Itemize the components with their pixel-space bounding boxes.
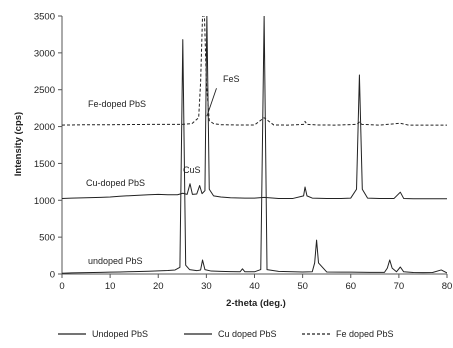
x-tick-label: 50 xyxy=(297,281,308,292)
series-line-undoped xyxy=(62,16,447,274)
legend-label-undoped: Undoped PbS xyxy=(92,329,148,339)
y-tick-label: 2000 xyxy=(34,122,55,133)
y-tick-label: 3500 xyxy=(34,12,55,23)
y-tick-label: 3000 xyxy=(34,48,55,59)
y-axis-title: Intensity (cps) xyxy=(13,112,24,176)
y-tick-label: 0 xyxy=(50,270,55,281)
x-axis-title: 2-theta (deg.) xyxy=(226,298,286,309)
series-label-cu-doped: Cu-doped PbS xyxy=(86,178,145,188)
y-tick-label: 500 xyxy=(39,233,55,244)
series-layer xyxy=(62,16,447,274)
plot-area: 0 500 1000 1500 2000 2500 3000 3500 0 10 20 30 40 50 6… xyxy=(34,12,452,293)
legend: Undoped PbS Cu doped PbS Fe doped PbS xyxy=(58,329,394,339)
x-tick-label: 70 xyxy=(394,281,405,292)
y-tick-label: 1000 xyxy=(34,196,55,207)
series-label-fe-doped: Fe-doped PbS xyxy=(88,99,146,109)
x-tick-label: 80 xyxy=(442,281,453,292)
legend-label-fe-doped: Fe doped PbS xyxy=(336,329,394,339)
x-tick-label: 40 xyxy=(249,281,260,292)
x-tick-label: 0 xyxy=(59,281,64,292)
x-tick-label: 60 xyxy=(345,281,356,292)
series-label-undoped: undoped PbS xyxy=(88,256,143,266)
annotation-fes: FeS xyxy=(223,74,240,84)
x-tick-label: 10 xyxy=(105,281,116,292)
x-tick-label: 20 xyxy=(153,281,164,292)
x-tick-label: 30 xyxy=(201,281,212,292)
legend-label-cu-doped: Cu doped PbS xyxy=(218,329,277,339)
annotation-cus: CuS xyxy=(183,165,201,175)
series-line-cu-doped xyxy=(62,16,447,200)
annotation-layer: undoped PbS Cu-doped PbS Fe-doped PbS Fe… xyxy=(86,74,240,266)
y-tick-label: 2500 xyxy=(34,85,55,96)
y-tick-label: 1500 xyxy=(34,159,55,170)
annotation-arrow-fes xyxy=(206,88,217,117)
